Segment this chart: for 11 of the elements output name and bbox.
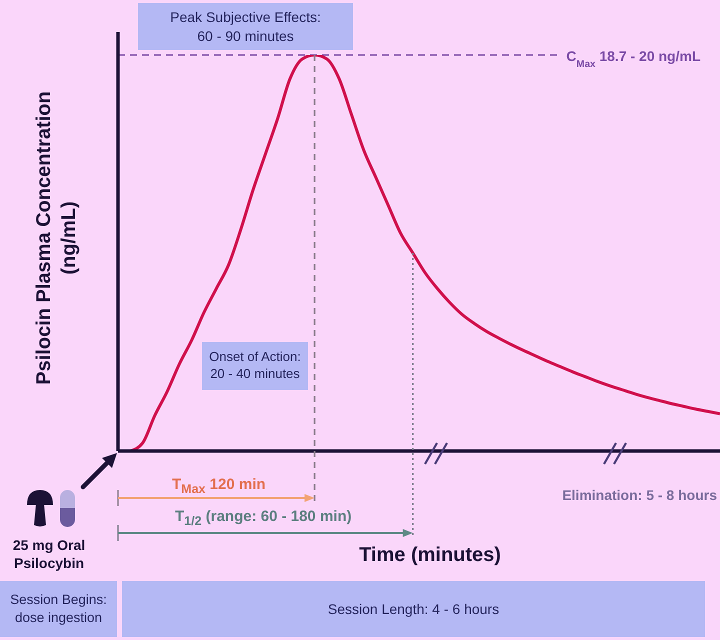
x-axis-title: Time (minutes) xyxy=(358,544,502,567)
text: Session Begins: dose ingestion xyxy=(9,591,108,627)
ref-line-label: C$_{Max}$ 18.7 - 20 ng/mL xyxy=(566,48,701,70)
text: Session Length: 4 - 6 hours xyxy=(326,600,500,618)
text: T$_{Max}$ 120 min xyxy=(172,476,266,496)
text: Elimination: 5 - 8 hours xyxy=(562,487,717,504)
annotation: Onset of Action: 20 - 40 minutes xyxy=(208,349,302,383)
text: T$_{1/2}$ (range: 60 - 180 min) xyxy=(175,508,352,528)
text: 25 mg Oral Psilocybin xyxy=(12,537,86,572)
y-axis-title: Psilocin Plasma Concentration (ng/mL) xyxy=(32,90,81,387)
text: Peak Subjective Effects: 60 - 90 minutes xyxy=(169,8,322,45)
